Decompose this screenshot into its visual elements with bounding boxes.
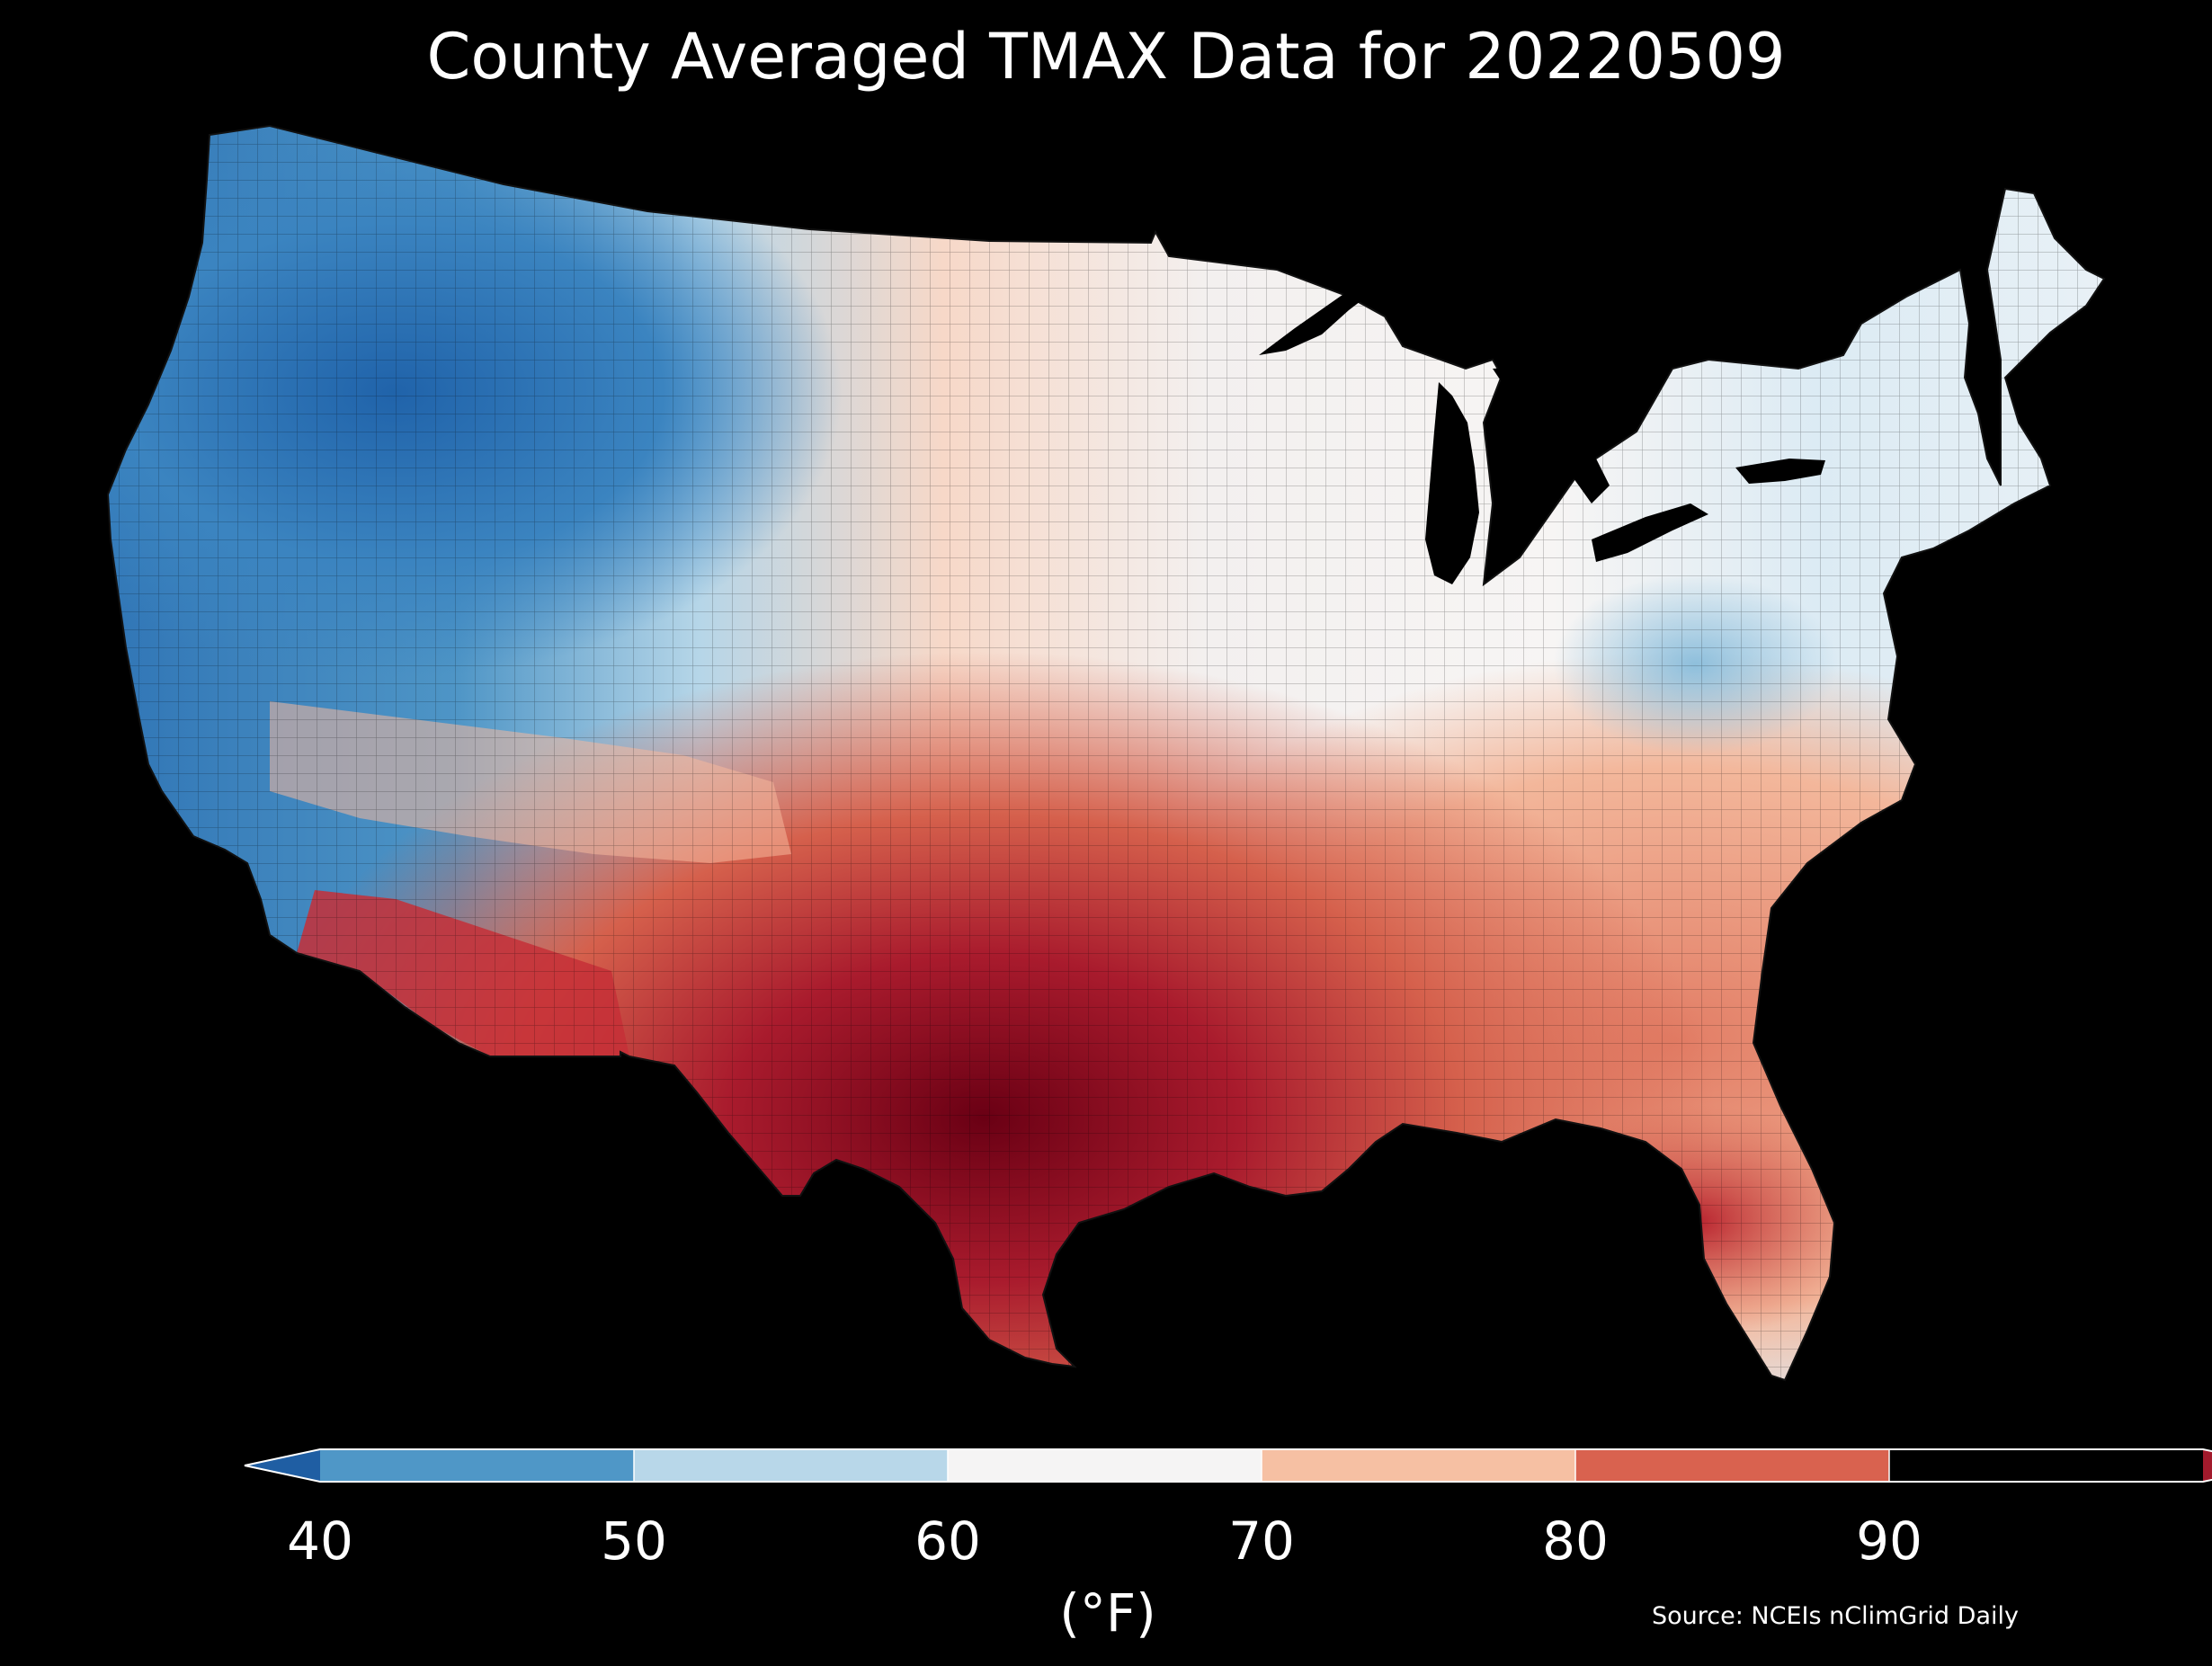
conus-county-fill: [108, 126, 2104, 1380]
colorbar-bin: [634, 1449, 948, 1482]
colorbar-tick: 70: [1228, 1510, 1295, 1572]
lake-superior: [1259, 279, 1376, 355]
lake-huron: [1493, 367, 1610, 503]
colorbar-bin: [948, 1449, 1262, 1482]
colorbar-tick: 50: [601, 1510, 667, 1572]
colorbar-extend-low: [245, 1449, 320, 1482]
map-title: County Averaged TMAX Data for 20220509: [426, 20, 1786, 94]
colorbar-tick: 60: [914, 1510, 981, 1572]
colorbar-unit-label: (°F): [1059, 1582, 1156, 1644]
colorbar-tick: 90: [1856, 1510, 1922, 1572]
source-credit: Source: NCEIs nClimGrid Daily: [1652, 1602, 2019, 1630]
colorbar-tick: 80: [1542, 1510, 1609, 1572]
colorbar-outline: [244, 1448, 2212, 1483]
colorbar-tick: 40: [287, 1510, 353, 1572]
great-lakes: [1259, 279, 1825, 584]
colorbar-bin: [1575, 1449, 1889, 1482]
colorbar: [244, 1448, 2212, 1483]
lake-erie: [1592, 503, 1708, 562]
colorbar-extend-high: [2203, 1449, 2212, 1482]
lake-ontario: [1735, 459, 1825, 484]
choropleth-map: [107, 125, 2105, 1381]
colorbar-bin: [1262, 1449, 1575, 1482]
lake-michigan: [1425, 382, 1479, 584]
colorbar-bin: [320, 1449, 634, 1482]
